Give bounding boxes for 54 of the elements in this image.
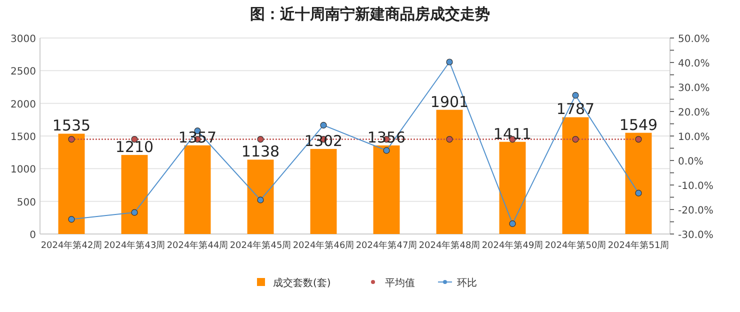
y-tick-label: 2000 bbox=[10, 99, 36, 110]
y-tick-label: 1500 bbox=[10, 132, 36, 143]
bar bbox=[310, 148, 337, 234]
bar bbox=[247, 160, 274, 234]
y2-tick-label: 50.0% bbox=[678, 34, 710, 45]
y-tick-label: 500 bbox=[16, 197, 36, 208]
x-tick-label: 2024年第46周 bbox=[292, 240, 354, 251]
y-tick-label: 0 bbox=[30, 230, 36, 241]
x-tick-label: 2024年第48周 bbox=[418, 240, 480, 251]
bar bbox=[625, 132, 652, 234]
y2-tick-label: 20.0% bbox=[678, 108, 710, 118]
chart-title: 图：近十周南宁新建商品房成交走势 bbox=[250, 5, 490, 23]
y2-tick-label: -30.0% bbox=[678, 230, 714, 241]
legend-label: 平均值 bbox=[385, 277, 415, 289]
y-tick-label: 2500 bbox=[10, 66, 36, 78]
y-tick-label: 1000 bbox=[10, 164, 36, 176]
y2-tick-label: 10.0% bbox=[678, 132, 710, 143]
bar bbox=[436, 110, 463, 234]
point bbox=[257, 196, 264, 204]
data-label: 1138 bbox=[241, 142, 280, 161]
y2-tick-label: -10.0% bbox=[678, 181, 714, 192]
point bbox=[572, 92, 579, 99]
x-tick-label: 2024年第50周 bbox=[544, 240, 606, 251]
bar bbox=[562, 117, 589, 234]
x-tick-label: 2024年第49周 bbox=[482, 240, 544, 251]
x-tick-label: 2024年第45周 bbox=[230, 240, 292, 251]
legend-label: 成交套数(套) bbox=[273, 277, 331, 289]
point bbox=[446, 58, 453, 66]
data-label: 1535 bbox=[52, 116, 91, 135]
point bbox=[131, 209, 138, 216]
y2-tick-label: 30.0% bbox=[678, 83, 710, 94]
bar bbox=[58, 134, 85, 234]
x-tick-label: 2024年第43周 bbox=[104, 240, 166, 251]
point bbox=[509, 220, 516, 228]
y2-tick-label: -20.0% bbox=[678, 206, 714, 216]
y2-tick-label: 40.0% bbox=[678, 58, 710, 70]
data-label: 1411 bbox=[493, 124, 532, 143]
data-label: 1549 bbox=[619, 116, 658, 134]
x-tick-label: 2024年第42周 bbox=[40, 240, 102, 251]
y-tick-label: 3000 bbox=[10, 34, 36, 45]
bar bbox=[184, 145, 211, 234]
point bbox=[383, 147, 390, 154]
point bbox=[635, 190, 642, 196]
point bbox=[320, 122, 327, 129]
data-label: 1210 bbox=[115, 138, 154, 156]
x-tick-label: 2024年第44周 bbox=[166, 240, 228, 251]
bar bbox=[121, 154, 148, 234]
bar bbox=[373, 145, 400, 234]
y2-tick-label: 0.0% bbox=[678, 156, 704, 168]
legend-label: 环比 bbox=[457, 277, 477, 289]
point bbox=[68, 216, 75, 223]
bar bbox=[499, 142, 526, 234]
x-tick-label: 2024年第51周 bbox=[608, 240, 670, 251]
x-tick-label: 2024年第47周 bbox=[356, 240, 418, 251]
